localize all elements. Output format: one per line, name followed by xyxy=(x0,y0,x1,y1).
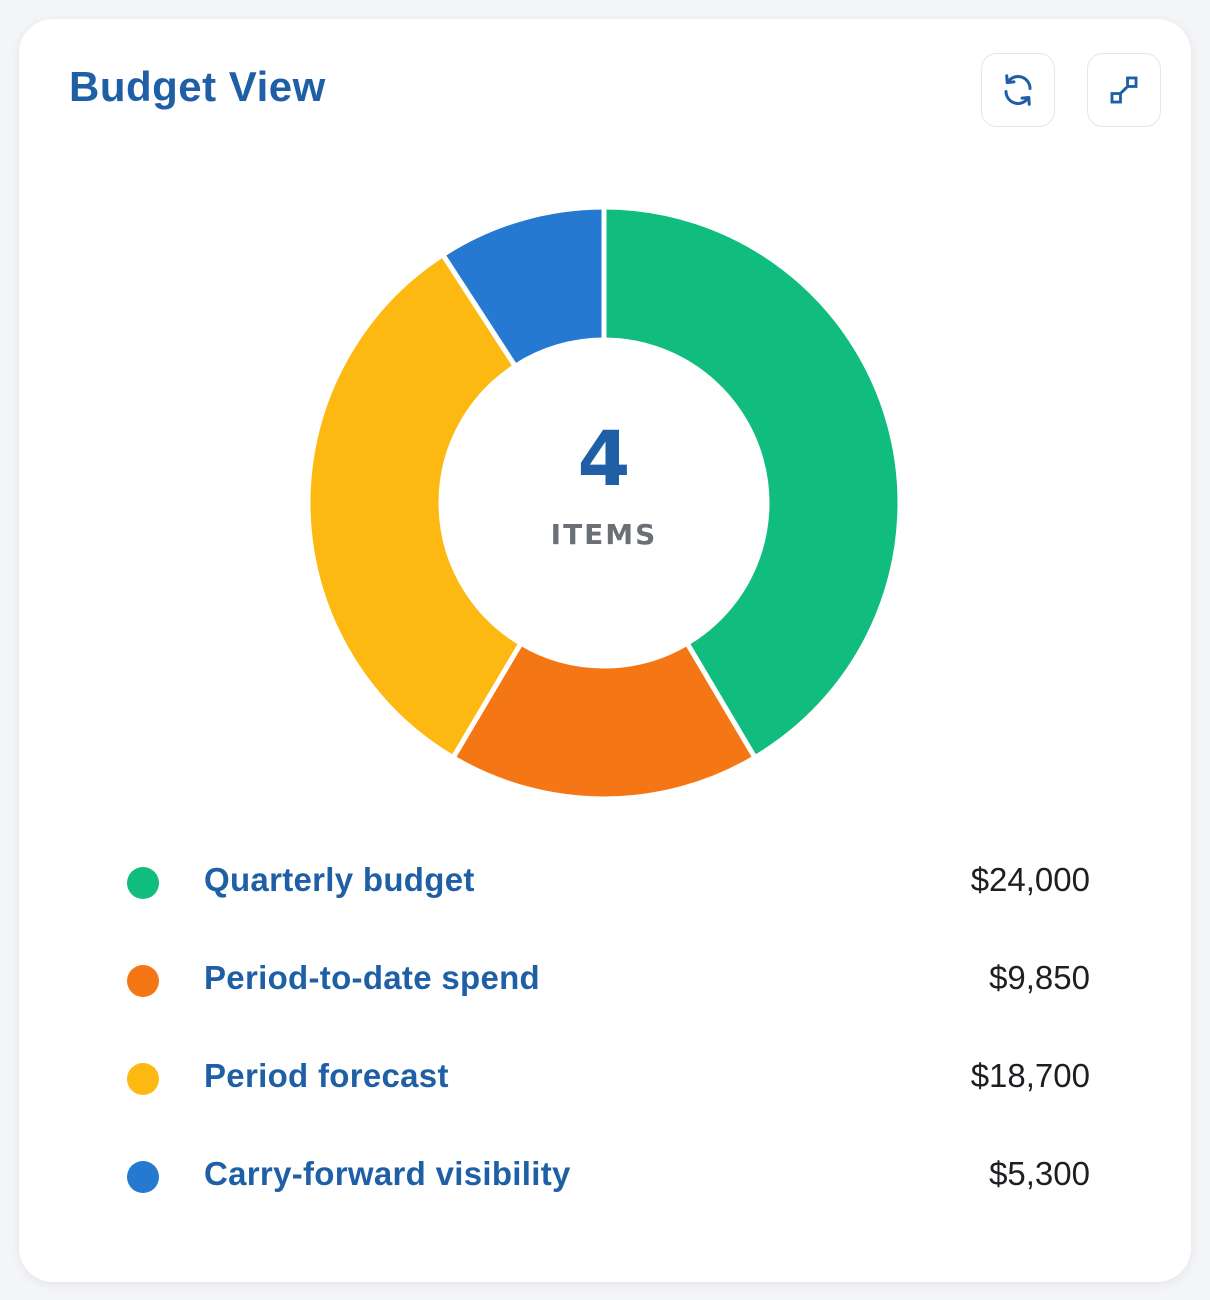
legend-item[interactable]: Carry-forward visibility $5,300 xyxy=(19,1129,1191,1227)
card-title: Budget View xyxy=(69,63,326,110)
budget-view-card: Budget View 4 ITEMS Quarterly budget $24,… xyxy=(19,19,1191,1282)
legend-label: Carry-forward visibility xyxy=(204,1155,571,1192)
legend-value: $9,850 xyxy=(989,959,1090,996)
legend-dot xyxy=(127,965,159,997)
center-count: 4 xyxy=(578,414,631,503)
expand-icon xyxy=(1107,73,1141,107)
legend-dot xyxy=(127,1161,159,1193)
legend-value: $18,700 xyxy=(970,1057,1090,1094)
legend: Quarterly budget $24,000 Period-to-date sp… xyxy=(19,835,1191,1227)
legend-dot xyxy=(127,1063,159,1095)
legend-value: $24,000 xyxy=(970,861,1090,898)
legend-value: $5,300 xyxy=(989,1155,1090,1192)
slice-quarterly-budget[interactable] xyxy=(601,204,903,761)
legend-label: Period-to-date spend xyxy=(204,959,541,996)
slice-period-forecast[interactable] xyxy=(305,252,524,761)
expand-button[interactable] xyxy=(1087,53,1161,127)
legend-dot xyxy=(127,867,159,899)
legend-item[interactable]: Quarterly budget $24,000 xyxy=(19,835,1191,933)
legend-item[interactable]: Period-to-date spend $9,850 xyxy=(19,933,1191,1031)
slice-carry-forward-visibility[interactable] xyxy=(440,204,607,369)
legend-label: Quarterly budget xyxy=(204,861,475,898)
legend-item[interactable]: Period forecast $18,700 xyxy=(19,1031,1191,1129)
donut-slices xyxy=(305,204,903,802)
legend-label: Period forecast xyxy=(204,1057,449,1094)
refresh-button[interactable] xyxy=(981,53,1055,127)
slice-period-to-date-spend[interactable] xyxy=(450,640,758,802)
donut-chart: 4 ITEMS xyxy=(305,204,903,802)
refresh-icon xyxy=(1000,72,1036,108)
center-label: ITEMS xyxy=(551,518,658,551)
